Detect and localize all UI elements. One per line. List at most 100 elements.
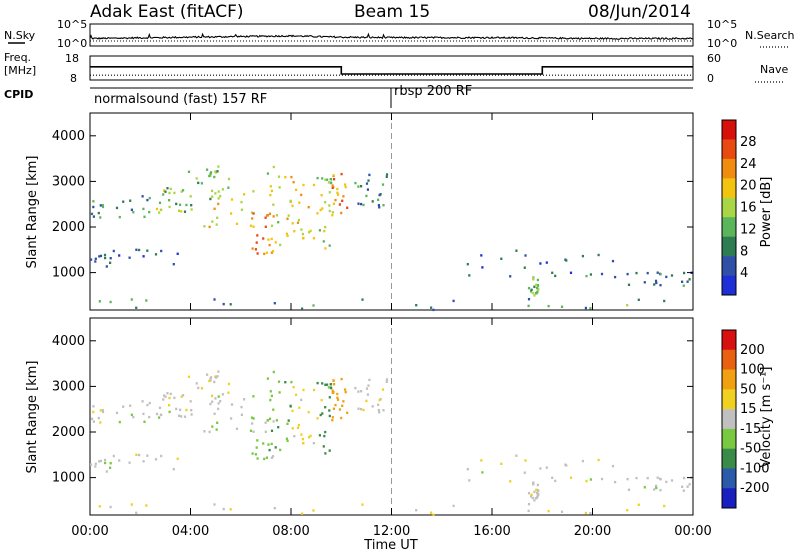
velocity-cell [312, 442, 315, 445]
velocity-cell [286, 422, 289, 425]
power-cell [532, 278, 535, 281]
beam-label: Beam 15 [354, 2, 430, 22]
power-cell [515, 249, 518, 252]
freq-tick-bottom: 8 [70, 72, 77, 85]
velocity-cell [284, 381, 287, 384]
velocity-y-tick-label-2000: 2000 [52, 425, 85, 440]
velocity-scatter [90, 318, 693, 517]
velocity-cell [92, 420, 95, 423]
power-cell [284, 176, 287, 179]
velocity-cell [600, 477, 604, 481]
power-cell [354, 181, 357, 185]
velocity-cell [235, 427, 239, 430]
velocity-cell [361, 503, 364, 506]
power-cell [213, 175, 216, 179]
power-cbar-frame [721, 119, 737, 296]
power-cell [272, 250, 275, 253]
velocity-cell [146, 403, 149, 407]
velocity-cell [158, 416, 161, 419]
power-cell [215, 223, 218, 226]
velocity-cbar-tick-label: 200 [740, 343, 765, 358]
power-cbar-tick-label: 4 [740, 266, 748, 281]
velocity-cell [208, 430, 211, 434]
velocity-y-tick-label-3000: 3000 [52, 379, 85, 394]
power-cell [267, 238, 270, 241]
velocity-cbar-segment [722, 330, 736, 351]
velocity-cell [430, 511, 433, 514]
power-cell [365, 182, 369, 185]
velocity-cell [227, 391, 230, 394]
velocity-cell [128, 461, 131, 464]
power-cell [159, 208, 162, 212]
velocity-cell [686, 485, 689, 488]
power-cell [132, 211, 135, 214]
velocity-cell [637, 503, 640, 506]
velocity-cbar-tick-label: -200 [740, 481, 770, 496]
velocity-cell [289, 404, 292, 408]
velocity-cell [365, 387, 369, 390]
velocity-cell [270, 429, 274, 432]
power-cell [155, 207, 159, 211]
power-cell [168, 191, 171, 195]
velocity-cell [301, 437, 304, 441]
x-tick-label: 04:00 [172, 524, 209, 539]
freq-label-2: [MHz] [4, 64, 36, 77]
power-y-tick-label-4000: 4000 [52, 129, 85, 144]
velocity-cell [277, 380, 281, 383]
power-cell [272, 215, 275, 218]
velocity-cell [162, 398, 165, 401]
power-cell [209, 172, 212, 175]
velocity-cell [653, 488, 656, 491]
power-cell [316, 212, 319, 215]
power-cell [243, 193, 246, 196]
velocity-cell [217, 370, 220, 373]
power-cell [321, 207, 324, 210]
power-cell [104, 256, 107, 260]
velocity-cell [141, 400, 144, 403]
velocity-cell [213, 380, 216, 384]
power-cell [371, 200, 374, 203]
velocity-cell [230, 417, 233, 420]
velocity-cell [560, 510, 564, 513]
power-cell [378, 193, 381, 197]
velocity-cell [328, 409, 331, 412]
velocity-cell [135, 511, 138, 514]
x-tick-label: 20:00 [574, 524, 611, 539]
velocity-cell [251, 422, 254, 425]
power-cell [146, 249, 149, 252]
velocity-cell [214, 397, 217, 400]
power-cell [584, 306, 587, 310]
velocity-cell [328, 449, 331, 452]
velocity-cell [328, 396, 331, 399]
power-cell [270, 189, 273, 193]
power-cell [327, 181, 330, 184]
freq-trace [90, 66, 693, 76]
power-cell [655, 281, 658, 285]
velocity-y-tick-label-1000: 1000 [52, 471, 85, 486]
freq-panel-frame [89, 55, 694, 81]
power-cell [185, 203, 188, 207]
velocity-cell [340, 416, 343, 420]
power-cbar-segment [722, 139, 736, 160]
velocity-cell [94, 465, 97, 468]
power-cell [360, 185, 363, 188]
power-cell [270, 251, 273, 254]
power-cell [654, 279, 658, 283]
nave-label: Nave [760, 63, 788, 76]
power-cell [324, 247, 327, 250]
power-cell [263, 252, 266, 256]
velocity-cell [581, 459, 584, 463]
power-cell [316, 176, 319, 180]
velocity-cell [200, 387, 203, 390]
velocity-cell [589, 512, 592, 515]
power-cell [377, 198, 380, 201]
power-cell [324, 201, 327, 204]
velocity-cell [332, 407, 335, 410]
power-cell [312, 237, 315, 240]
velocity-cell [663, 504, 666, 508]
power-cell [98, 300, 101, 303]
power-cell [148, 196, 151, 200]
power-cell [682, 284, 685, 287]
power-cell [262, 237, 265, 240]
velocity-cell [168, 396, 171, 400]
